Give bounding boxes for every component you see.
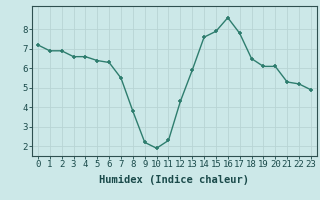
X-axis label: Humidex (Indice chaleur): Humidex (Indice chaleur)	[100, 175, 249, 185]
